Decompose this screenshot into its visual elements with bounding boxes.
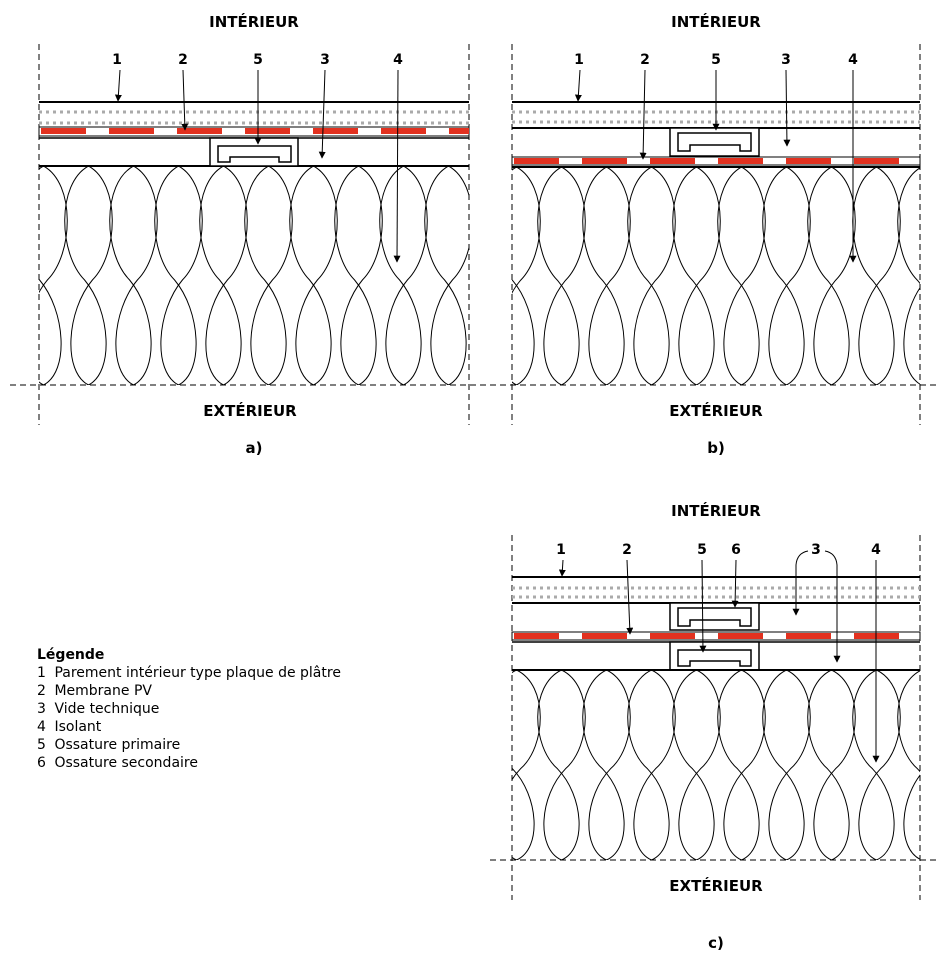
panel-a: INTÉRIEUR 1 2 5 3 4 EXTÉRIEUR a) [10, 12, 490, 457]
panel-c-callout-6: 6 [731, 542, 741, 558]
legend-item-number: 4 [37, 719, 46, 735]
panel-b-insulation [512, 167, 920, 385]
panel-a-callout-2: 2 [178, 52, 188, 68]
legend-item-number: 3 [37, 701, 46, 717]
legend-item-number: 1 [37, 665, 46, 681]
panel-b-caption: b) [707, 439, 725, 457]
panel-b-primary-frame [669, 127, 760, 157]
panel-b-callout-4: 4 [848, 52, 858, 68]
panel-a-callout-4: 4 [393, 52, 403, 68]
panel-c-interior-label: INTÉRIEUR [671, 501, 761, 520]
panel-c-callout-5: 5 [697, 542, 707, 558]
panel-c-callout-3: 3 [811, 542, 821, 558]
panel-c: INTÉRIEUR 1 2 5 6 3 4 [490, 501, 940, 952]
legend-item-text: Membrane PV [54, 683, 152, 699]
panel-b-membrane [511, 156, 921, 166]
legend-item: 4 Isolant [37, 718, 341, 736]
panel-b-callout-5: 5 [711, 52, 721, 68]
panel-c-insulation [512, 670, 920, 860]
legend: Légende 1 Parement intérieur type plaque… [37, 646, 341, 772]
legend-item: 2 Membrane PV [37, 682, 341, 700]
panel-c-callout-4: 4 [871, 542, 881, 558]
legend-item: 3 Vide technique [37, 700, 341, 718]
panel-b-callout-1: 1 [574, 52, 584, 68]
panel-c-membrane [511, 631, 921, 641]
panel-c-exterior-label: EXTÉRIEUR [669, 876, 763, 895]
panel-b-exterior-label: EXTÉRIEUR [669, 401, 763, 420]
panel-a-interior-label: INTÉRIEUR [209, 12, 299, 31]
legend-item-number: 6 [37, 755, 46, 771]
panel-c-caption: c) [708, 934, 724, 952]
panel-a-membrane [38, 126, 470, 137]
panel-b-callout-2: 2 [640, 52, 650, 68]
panel-a-callout-5: 5 [253, 52, 263, 68]
panel-a-insulation [39, 166, 469, 385]
legend-item-text: Parement intérieur type plaque de plâtre [54, 665, 341, 681]
legend-item: 5 Ossature primaire [37, 736, 341, 754]
legend-item-number: 5 [37, 737, 46, 753]
panel-b: INTÉRIEUR 1 2 5 3 4 EXTÉRIEUR b) [490, 12, 940, 457]
legend-item-text: Vide technique [54, 701, 160, 717]
panel-c-callout-1: 1 [556, 542, 566, 558]
legend-title: Légende [37, 647, 105, 663]
panel-b-callout-3: 3 [781, 52, 791, 68]
panel-c-primary-frame [669, 641, 760, 671]
panel-c-secondary-frame [669, 602, 760, 631]
legend-item: 6 Ossature secondaire [37, 754, 341, 772]
panel-b-interior-label: INTÉRIEUR [671, 12, 761, 31]
panel-a-primary-frame [209, 137, 299, 167]
panel-a-caption: a) [246, 439, 263, 457]
legend-item-number: 2 [37, 683, 46, 699]
legend-item: 1 Parement intérieur type plaque de plât… [37, 664, 341, 682]
panel-a-callout-3: 3 [320, 52, 330, 68]
panel-a-exterior-label: EXTÉRIEUR [203, 401, 297, 420]
panel-a-callout-1: 1 [112, 52, 122, 68]
legend-item-text: Ossature primaire [54, 737, 181, 753]
panel-c-callout-2: 2 [622, 542, 632, 558]
legend-item-text: Isolant [54, 719, 102, 735]
legend-item-text: Ossature secondaire [54, 755, 198, 771]
